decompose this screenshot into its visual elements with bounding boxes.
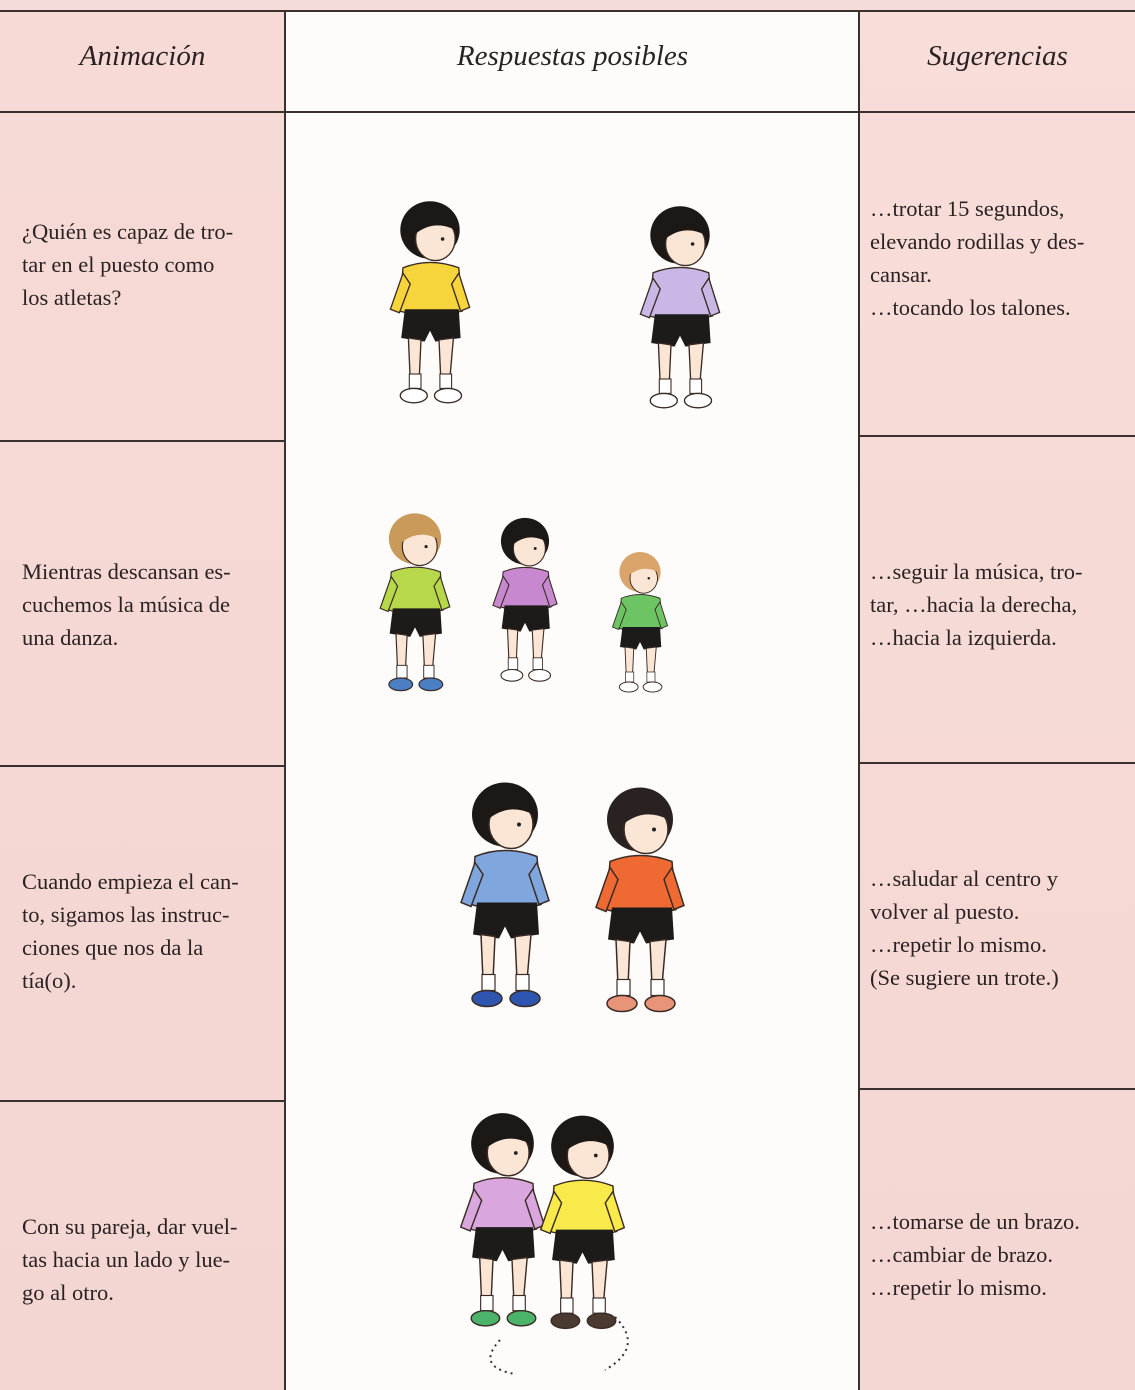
header-cell: Sugerencias bbox=[927, 40, 1068, 72]
text-line: …seguir la música, tro- bbox=[870, 559, 1083, 584]
text-line: volver al puesto. bbox=[870, 899, 1020, 924]
text-line: …repetir lo mismo. bbox=[870, 1275, 1047, 1300]
text-line: cansar. bbox=[870, 262, 932, 287]
text-line: una danza. bbox=[22, 625, 119, 650]
text-line: tas hacia un lado y lue- bbox=[22, 1247, 231, 1272]
child-figure bbox=[389, 200, 471, 404]
text-line: Mientras descansan es- bbox=[22, 559, 231, 584]
text-line: go al otro. bbox=[22, 1280, 114, 1305]
row-divider bbox=[0, 1100, 285, 1102]
row-divider bbox=[860, 1088, 1135, 1090]
text-line: …cambiar de brazo. bbox=[870, 1242, 1054, 1267]
top-border bbox=[0, 10, 1135, 12]
sugerencias-cell: …tomarse de un brazo. …cambiar de brazo. …… bbox=[870, 1205, 1080, 1304]
text-line: ciones que nos da la bbox=[22, 935, 204, 960]
row-divider bbox=[860, 435, 1135, 437]
text-line: …trotar 15 segundos, bbox=[870, 196, 1065, 221]
row-divider bbox=[0, 440, 285, 442]
text-line: …hacia la izquierda. bbox=[870, 625, 1057, 650]
child-figure bbox=[492, 517, 558, 682]
text-line: …repetir lo mismo. bbox=[870, 932, 1047, 957]
motion-arrow bbox=[604, 1316, 629, 1371]
text-line: Cuando empieza el can- bbox=[22, 869, 239, 894]
column-divider bbox=[858, 10, 860, 1390]
text-line: (Se sugiere un trote.) bbox=[870, 965, 1059, 990]
row-divider bbox=[0, 765, 285, 767]
column-divider bbox=[284, 10, 286, 1390]
child-figure bbox=[611, 551, 669, 693]
header-cell: Animación bbox=[79, 40, 206, 72]
sugerencias-cell: …saludar al centro y volver al puesto. …re… bbox=[870, 862, 1059, 994]
animacion-cell: Cuando empieza el can-to, sigamos las in… bbox=[22, 865, 239, 997]
child-figure bbox=[595, 786, 685, 1013]
sugerencias-cell: …trotar 15 segundos, elevando rodillas y … bbox=[870, 192, 1084, 324]
child-figure bbox=[539, 1114, 626, 1330]
row-divider bbox=[860, 762, 1135, 764]
column-sugerencias bbox=[860, 10, 1135, 1390]
animacion-cell: Con su pareja, dar vuel-tas hacia un lad… bbox=[22, 1210, 238, 1309]
illustrations bbox=[379, 200, 721, 1375]
motion-arrow bbox=[489, 1339, 516, 1375]
sugerencias-cell: …seguir la música, tro-tar, …hacia la de… bbox=[870, 555, 1082, 654]
header-cell: Respuestas posibles bbox=[456, 40, 689, 72]
child-figure bbox=[459, 1112, 546, 1327]
animacion-cell: ¿Quién es capaz de tro-tar en el puesto … bbox=[22, 215, 233, 314]
text-line: …tomarse de un brazo. bbox=[870, 1209, 1080, 1234]
text-line: Con su pareja, dar vuel- bbox=[22, 1214, 238, 1239]
child-figure bbox=[639, 205, 721, 409]
column-animacion bbox=[0, 10, 285, 1390]
text-line: los atletas? bbox=[22, 285, 122, 310]
text-line: …tocando los talones. bbox=[870, 295, 1071, 320]
text-line: …saludar al centro y bbox=[870, 866, 1059, 891]
text-line: elevando rodillas y des- bbox=[870, 229, 1085, 254]
text-line: ¿Quién es capaz de tro- bbox=[22, 219, 234, 244]
text-line: cuchemos la música de bbox=[22, 592, 231, 617]
animacion-cell: Mientras descansan es-cuchemos la música… bbox=[22, 555, 231, 654]
text-line: tar en el puesto como bbox=[22, 252, 215, 277]
text-line: tar, …hacia la derecha, bbox=[870, 592, 1078, 617]
text-line: to, sigamos las instruc- bbox=[22, 902, 230, 927]
child-figure bbox=[379, 512, 451, 692]
text-line: tía(o). bbox=[22, 968, 77, 993]
child-figure bbox=[460, 781, 550, 1008]
header-border bbox=[0, 111, 1135, 113]
